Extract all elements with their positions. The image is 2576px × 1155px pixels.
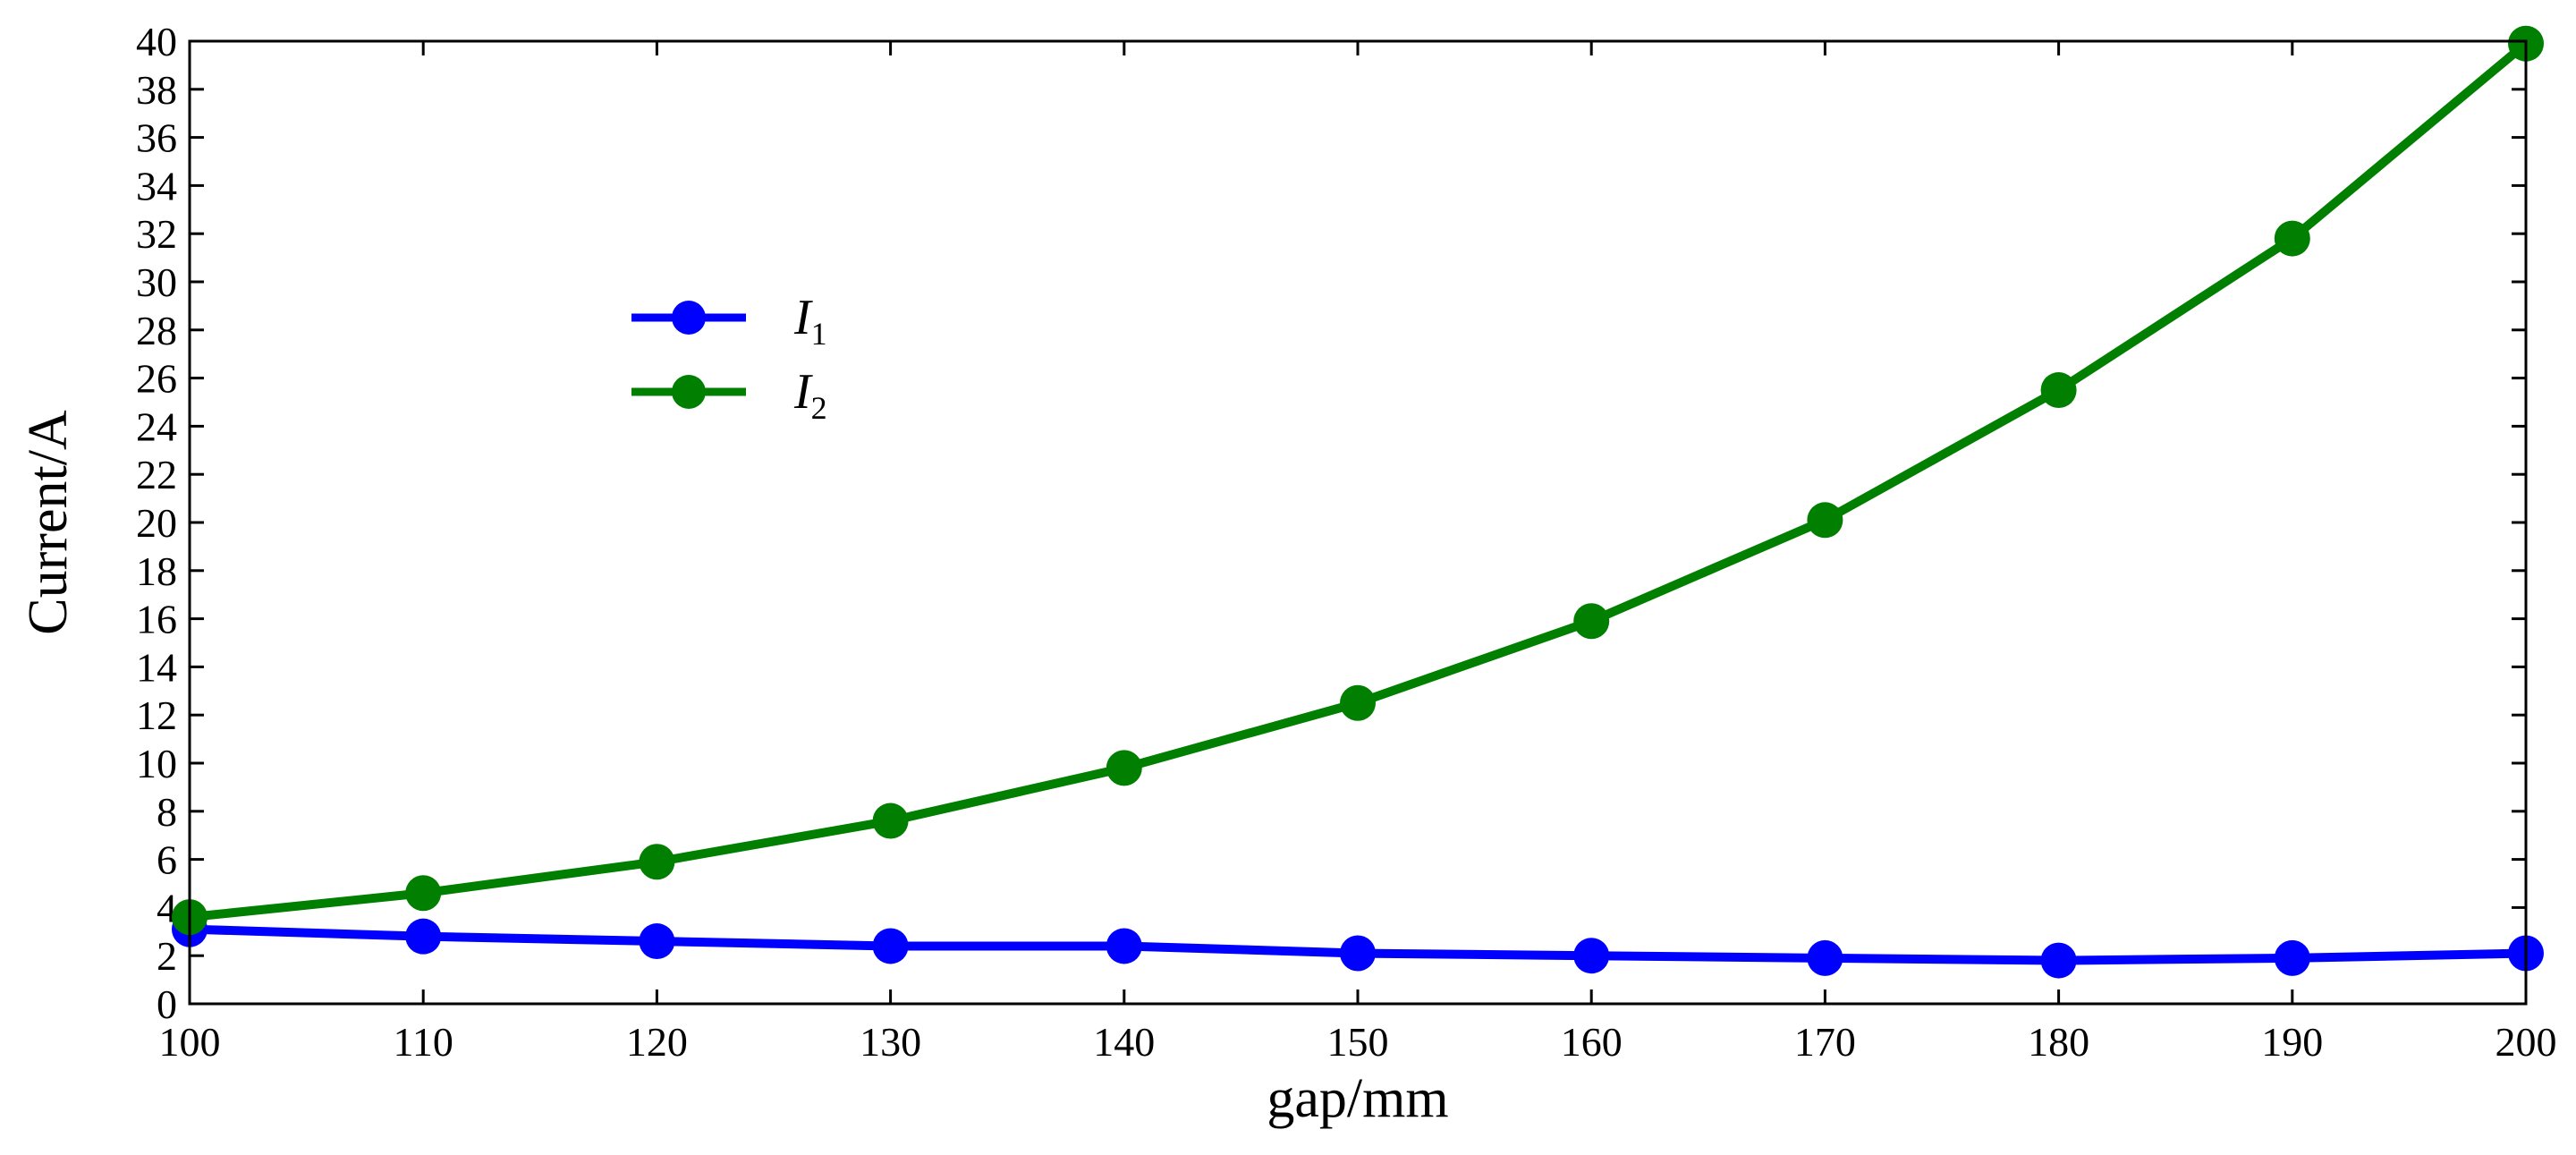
y-tick-label-36: 36 bbox=[136, 115, 177, 161]
y-tick-label-34: 34 bbox=[136, 163, 177, 208]
series-2-point-160 bbox=[1573, 603, 1610, 640]
y-tick-label-16: 16 bbox=[136, 597, 177, 642]
legend-label-1: I1 bbox=[793, 290, 827, 352]
y-tick-label-40: 40 bbox=[136, 19, 177, 64]
series-2-point-180 bbox=[2040, 372, 2077, 409]
legend-swatch-marker-1 bbox=[672, 301, 706, 335]
series-2-point-170 bbox=[1807, 502, 1843, 539]
series-1-point-190 bbox=[2274, 939, 2310, 976]
y-tick-label-12: 12 bbox=[136, 692, 177, 738]
legend-label-1-sub: 1 bbox=[811, 316, 827, 352]
legend: I1 I2 bbox=[631, 290, 827, 426]
legend-label-2-main: I bbox=[793, 364, 813, 420]
legend-label-1-main: I bbox=[793, 290, 813, 345]
y-tick-label-32: 32 bbox=[136, 211, 177, 257]
series-1-point-110 bbox=[405, 918, 442, 955]
legend-swatch-marker-2 bbox=[672, 375, 706, 409]
series-1-point-140 bbox=[1106, 928, 1142, 964]
y-tick-label-26: 26 bbox=[136, 356, 177, 402]
x-tick-label-190: 190 bbox=[2261, 1019, 2323, 1065]
legend-label-2: I2 bbox=[793, 364, 827, 426]
y-axis-title: Current/A bbox=[18, 410, 79, 635]
series-2 bbox=[172, 25, 2544, 936]
y-tick-label-0: 0 bbox=[157, 981, 177, 1027]
y-tick-label-18: 18 bbox=[136, 548, 177, 594]
series-2-point-120 bbox=[639, 844, 675, 880]
y-tick-label-24: 24 bbox=[136, 403, 177, 449]
series-1-point-120 bbox=[639, 923, 675, 960]
y-tick-label-30: 30 bbox=[136, 259, 177, 305]
y-tick-label-14: 14 bbox=[136, 644, 177, 690]
series-2-point-190 bbox=[2274, 220, 2310, 257]
series-2-point-150 bbox=[1340, 684, 1376, 721]
x-tick-label-200: 200 bbox=[2496, 1019, 2557, 1065]
series-1-point-130 bbox=[872, 928, 909, 964]
y-tick-label-28: 28 bbox=[136, 308, 177, 353]
series-1-point-160 bbox=[1573, 938, 1610, 974]
y-tick-label-10: 10 bbox=[136, 741, 177, 786]
x-tick-label-170: 170 bbox=[1794, 1019, 1856, 1065]
y-tick-label-38: 38 bbox=[136, 67, 177, 113]
series-2-point-130 bbox=[872, 803, 909, 839]
x-axis-title: gap/mm bbox=[1267, 1068, 1448, 1129]
series-1-point-170 bbox=[1807, 939, 1843, 976]
x-tick-label-130: 130 bbox=[860, 1019, 921, 1065]
y-tick-label-8: 8 bbox=[157, 789, 177, 835]
y-tick-label-22: 22 bbox=[136, 452, 177, 497]
legend-label-2-sub: 2 bbox=[811, 390, 827, 426]
x-tick-label-120: 120 bbox=[626, 1019, 688, 1065]
x-tick-label-150: 150 bbox=[1327, 1019, 1389, 1065]
y-tick-label-6: 6 bbox=[157, 837, 177, 883]
legend-item-2: I2 bbox=[631, 364, 827, 426]
x-tick-label-160: 160 bbox=[1561, 1019, 1623, 1065]
plot-frame bbox=[188, 39, 2528, 1006]
legend-item-1: I1 bbox=[631, 290, 827, 352]
x-tick-label-180: 180 bbox=[2028, 1019, 2089, 1065]
series-layer bbox=[172, 25, 2544, 979]
x-tick-label-110: 110 bbox=[394, 1019, 453, 1065]
y-tick-label-20: 20 bbox=[136, 500, 177, 546]
y-tick-label-2: 2 bbox=[157, 933, 177, 979]
series-2-point-110 bbox=[405, 875, 442, 912]
series-1-point-180 bbox=[2040, 942, 2077, 979]
series-2-point-140 bbox=[1106, 750, 1142, 786]
series-1-point-150 bbox=[1340, 935, 1376, 972]
x-tick-label-100: 100 bbox=[159, 1019, 221, 1065]
tick-labels: 100 110 120 130 140 150 160 170 180 190 2000246810… bbox=[136, 19, 2557, 1065]
x-tick-label-140: 140 bbox=[1093, 1019, 1155, 1065]
